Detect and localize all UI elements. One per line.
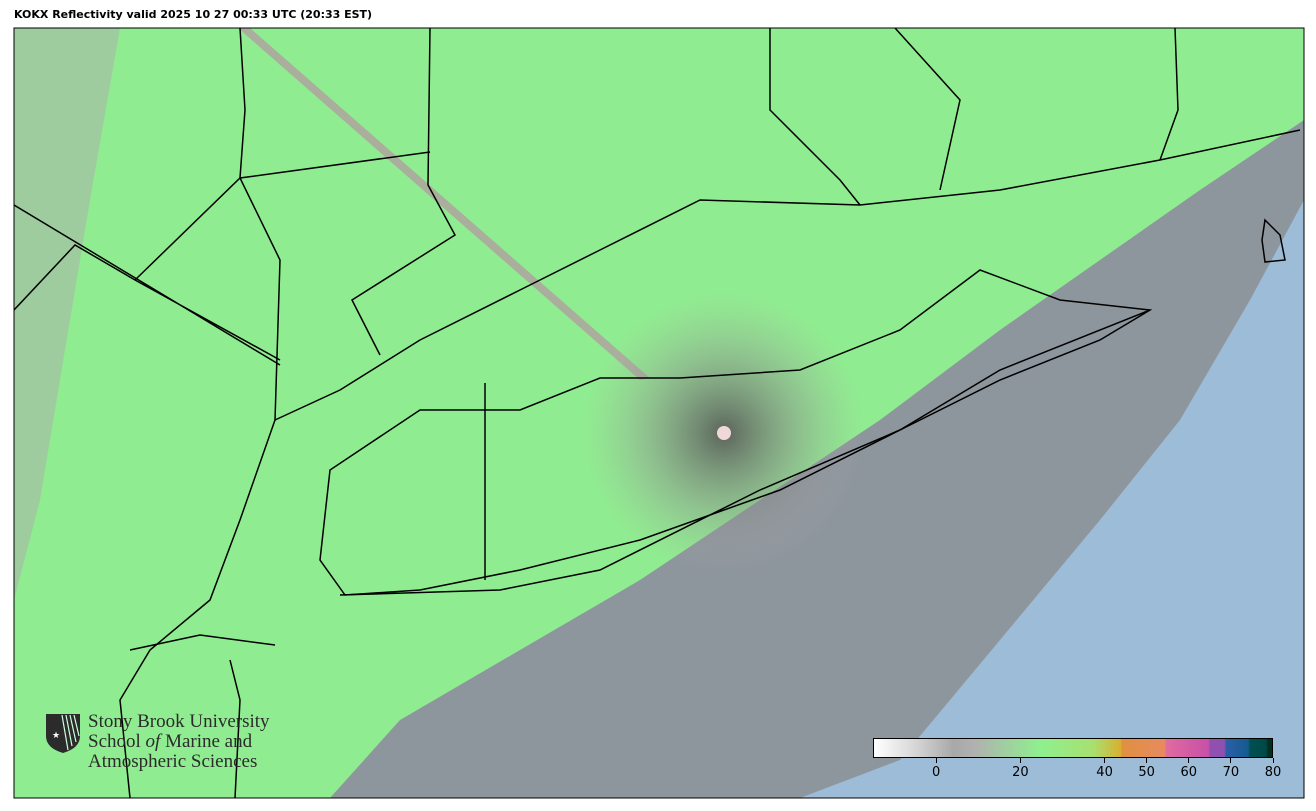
colorbar-tick-label: 60	[1180, 765, 1198, 780]
clutter-west	[14, 28, 120, 600]
colorbar-tick-label: 0	[932, 765, 941, 780]
colorbar-tick-label: 40	[1096, 765, 1113, 780]
colorbar-tick	[1230, 758, 1232, 763]
coastlines	[14, 28, 1301, 798]
logo-line-3: Atmospheric Sciences	[88, 751, 258, 772]
colorbar-tick	[1146, 758, 1148, 763]
colorbar-tick-label: 50	[1138, 765, 1155, 780]
logo-line-2a: School	[88, 731, 146, 752]
logo-line-2c: Marine and	[160, 731, 253, 752]
colorbar-tick	[1104, 758, 1106, 763]
sbu-somas-logo: ★ Stony Brook University School of Marin…	[44, 712, 270, 772]
plot-title: KOKX Reflectivity valid 2025 10 27 00:33…	[14, 8, 373, 21]
colorbar-tick	[1019, 758, 1021, 763]
logo-line-1: Stony Brook University	[88, 711, 270, 732]
beam-blockage	[238, 28, 650, 380]
colorbar-tick-label: 70	[1222, 765, 1240, 780]
colorbar-tick-label: 20	[1012, 765, 1029, 780]
shield-icon: ★	[46, 714, 80, 753]
map-frame	[13, 27, 1305, 799]
colorbar-tick	[935, 758, 937, 763]
logo-line-2: School of Marine and	[88, 732, 270, 752]
colorbar-tick	[1272, 758, 1274, 763]
radar-site	[717, 426, 731, 440]
colorbar-tick-label: 80	[1264, 765, 1282, 780]
logo-line-2b: of	[145, 731, 161, 752]
colorbar-tick	[1188, 758, 1190, 763]
reflectivity-colorbar	[873, 738, 1273, 758]
svg-text:★: ★	[52, 731, 60, 741]
